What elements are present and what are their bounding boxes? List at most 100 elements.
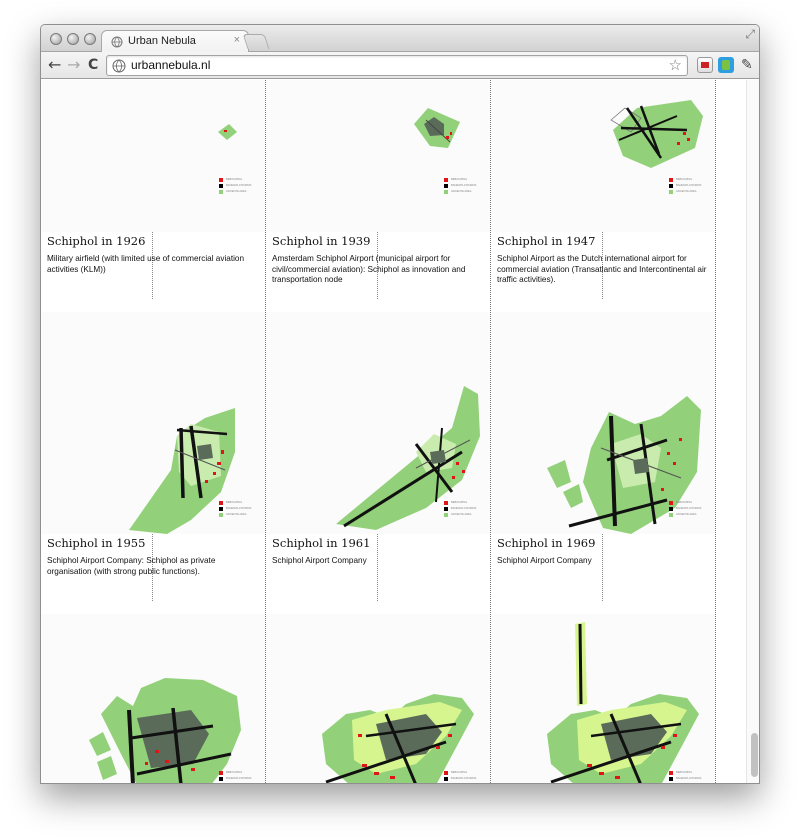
- legend-label: GROENTE AREA: [451, 190, 472, 193]
- legend-label: BEBOUWING: [676, 501, 693, 504]
- inner-separator: [377, 232, 378, 299]
- map-legend: BEBOUWING BANEN/PLATFORMS: [669, 770, 701, 782]
- legend-label: BANEN/PLATFORMS: [226, 507, 252, 510]
- legend-swatch: [444, 177, 448, 182]
- map-1947: [491, 80, 715, 232]
- map-legend: BEBOUWING BANEN/PLATFORMS: [219, 770, 251, 782]
- legend-swatch: [444, 776, 448, 781]
- column-separator: [715, 80, 716, 783]
- browser-window: Urban Nebula × ⤢ ← → C urbannebula.nl ☆ …: [40, 24, 760, 784]
- new-tab-button[interactable]: [242, 34, 270, 49]
- zoom-window-button[interactable]: [84, 33, 96, 45]
- inner-separator: [152, 534, 153, 601]
- panel-1969-text: Schiphol in 1969 Schiphol Airport Compan…: [491, 534, 715, 614]
- extension-evernote-icon[interactable]: [718, 57, 734, 73]
- bookmark-star-icon[interactable]: ☆: [668, 56, 682, 74]
- legend-label: BANEN/PLATFORMS: [451, 184, 477, 187]
- reload-button[interactable]: C: [88, 57, 99, 73]
- map-legend: BEBOUWING BANEN/PLATFORMS GROENTE AREA: [219, 500, 251, 518]
- fullscreen-icon[interactable]: ⤢: [745, 27, 755, 41]
- panel-description: Amsterdam Schiphol Airport (municipal ai…: [272, 254, 466, 284]
- vertical-scrollbar[interactable]: [746, 80, 759, 783]
- address-bar[interactable]: urbannebula.nl ☆: [106, 55, 688, 76]
- legend-swatch: [219, 177, 223, 182]
- forward-button[interactable]: →: [67, 55, 81, 74]
- map-legend: BEBOUWING BANEN/PLATFORMS GROENTE AREA: [444, 500, 476, 518]
- legend-swatch: [669, 189, 673, 194]
- legend-label: BEBOUWING: [226, 501, 243, 504]
- inner-separator: [602, 232, 603, 299]
- browser-toolbar: ← → C urbannebula.nl ☆ ✎: [41, 52, 759, 79]
- legend-swatch: [669, 183, 673, 188]
- panel-1939-text: Schiphol in 1939 Amsterdam Schiphol Airp…: [266, 232, 490, 312]
- legend-label: BEBOUWING: [676, 178, 693, 181]
- url-text: urbannebula.nl: [131, 58, 211, 72]
- legend-label: BANEN/PLATFORMS: [226, 184, 252, 187]
- legend-swatch: [219, 500, 223, 505]
- map-legend: BEBOUWING BANEN/PLATFORMS GROENTE AREA: [669, 177, 701, 195]
- legend-swatch: [219, 189, 223, 194]
- panel-title: Schiphol in 1969: [497, 536, 596, 550]
- legend-swatch: [219, 183, 223, 188]
- tab-urban-nebula[interactable]: Urban Nebula ×: [101, 30, 249, 53]
- legend-label: BANEN/PLATFORMS: [676, 507, 702, 510]
- legend-swatch: [444, 506, 448, 511]
- legend-label: GROENTE AREA: [226, 190, 247, 193]
- legend-label: BANEN/PLATFORMS: [226, 777, 252, 780]
- tab-title: Urban Nebula: [128, 35, 196, 47]
- legend-swatch: [669, 500, 673, 505]
- legend-swatch: [669, 770, 673, 775]
- panel-description: Schiphol Airport Company: [272, 556, 367, 565]
- legend-swatch: [219, 770, 223, 775]
- map-legend: BEBOUWING BANEN/PLATFORMS GROENTE AREA: [219, 177, 251, 195]
- panel-description: Military airfield (with limited use of c…: [47, 254, 245, 274]
- wrench-menu-icon[interactable]: ✎: [741, 57, 753, 73]
- panel-1961-text: Schiphol in 1961 Schiphol Airport Compan…: [266, 534, 490, 614]
- legend-swatch: [444, 512, 448, 517]
- extension-mail-icon[interactable]: [697, 57, 713, 73]
- tab-close-icon[interactable]: ×: [233, 34, 240, 46]
- panel-description: Schiphol Airport Company: Schiphol as pr…: [47, 556, 216, 576]
- back-button[interactable]: ←: [48, 55, 62, 74]
- map-legend: BEBOUWING BANEN/PLATFORMS GROENTE AREA: [669, 500, 701, 518]
- minimize-window-button[interactable]: [67, 33, 79, 45]
- legend-label: BANEN/PLATFORMS: [676, 184, 702, 187]
- panel-description: Schiphol Airport as the Dutch internatio…: [497, 254, 707, 284]
- map-row3-left: [41, 614, 265, 783]
- legend-label: BANEN/PLATFORMS: [676, 777, 702, 780]
- legend-label: GROENTE AREA: [451, 513, 472, 516]
- map-row3-middle: [266, 614, 490, 783]
- legend-label: BEBOUWING: [226, 771, 243, 774]
- close-window-button[interactable]: [50, 33, 62, 45]
- page-viewport: Schiphol in 1926 Military airfield (with…: [41, 80, 759, 783]
- globe-icon: [112, 59, 126, 73]
- legend-label: BEBOUWING: [451, 501, 468, 504]
- title-bar: Urban Nebula × ⤢: [41, 25, 759, 53]
- inner-separator: [152, 232, 153, 299]
- legend-swatch: [444, 500, 448, 505]
- globe-icon: [111, 36, 123, 48]
- legend-swatch: [219, 506, 223, 511]
- map-1955: [41, 312, 265, 534]
- map-1939: [266, 80, 490, 232]
- legend-label: BEBOUWING: [451, 178, 468, 181]
- column-separator: [265, 80, 266, 783]
- panel-description: Schiphol Airport Company: [497, 556, 592, 565]
- map-legend: BEBOUWING BANEN/PLATFORMS: [444, 770, 476, 782]
- panel-1947-text: Schiphol in 1947 Schiphol Airport as the…: [491, 232, 715, 312]
- legend-label: BEBOUWING: [451, 771, 468, 774]
- legend-label: BEBOUWING: [226, 178, 243, 181]
- legend-swatch: [669, 506, 673, 511]
- panel-1926-text: Schiphol in 1926 Military airfield (with…: [41, 232, 265, 312]
- panel-title: Schiphol in 1947: [497, 234, 596, 248]
- legend-swatch: [219, 776, 223, 781]
- map-row3-right: [491, 614, 715, 783]
- panel-title: Schiphol in 1961: [272, 536, 371, 550]
- legend-label: GROENTE AREA: [676, 513, 697, 516]
- legend-swatch: [669, 776, 673, 781]
- scrollbar-thumb[interactable]: [751, 733, 758, 777]
- legend-label: BANEN/PLATFORMS: [451, 777, 477, 780]
- panel-title: Schiphol in 1955: [47, 536, 146, 550]
- legend-label: BEBOUWING: [676, 771, 693, 774]
- panel-title: Schiphol in 1926: [47, 234, 146, 248]
